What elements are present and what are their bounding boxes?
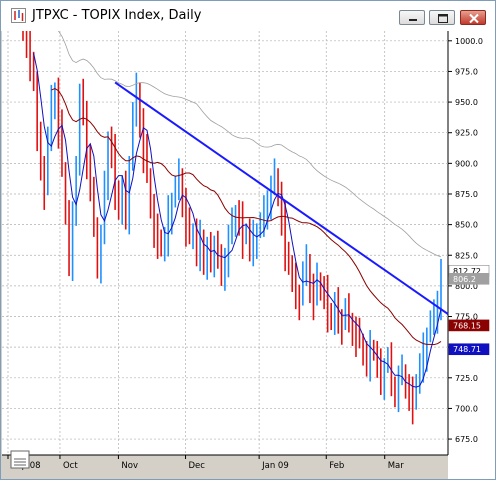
plot-area — [2, 31, 448, 455]
price-label-last: 812.72 — [453, 267, 481, 276]
x-tick-label: Mar — [388, 461, 405, 471]
minimize-icon — [409, 19, 417, 21]
trend-line — [114, 81, 449, 315]
price-badge-sma_mid — [448, 319, 490, 332]
y-tick-label: 850.0 — [455, 221, 478, 230]
sma-mid-line — [51, 88, 442, 346]
grip-icon — [14, 458, 26, 466]
y-tick-label: 925.0 — [455, 129, 478, 138]
price-chart[interactable]: 1000.0 975.0 950.0 925.0 900.0 875.0 850.0 825.… — [1, 31, 495, 479]
y-tick-label: 1000.0 — [455, 37, 483, 46]
y-tick-label: 900.0 — [455, 159, 478, 168]
x-tick-label: Dec — [189, 461, 206, 471]
close-icon — [469, 13, 479, 24]
sma-short-line — [33, 52, 442, 388]
y-tick-label: 800.0 — [455, 282, 478, 291]
y-tick-label: 825.0 — [455, 251, 478, 260]
price-label-sma_short: 748.71 — [453, 345, 481, 354]
chart-marks — [22, 31, 449, 425]
y-tick-label: 700.0 — [455, 404, 478, 413]
title-bar[interactable]: JTPXC - TOPIX Index, Daily — [1, 1, 495, 31]
x-tick-label: Feb — [329, 461, 344, 471]
y-tick-label: 950.0 — [455, 98, 478, 107]
window-title: JTPXC - TOPIX Index, Daily — [32, 8, 202, 23]
sma-long-line — [57, 31, 442, 258]
y-axis-panel — [448, 31, 495, 479]
maximize-icon — [438, 14, 448, 23]
x-tick-label: Jan 09 — [261, 461, 289, 471]
maximize-button[interactable] — [429, 10, 455, 25]
minimize-button[interactable] — [399, 10, 425, 25]
y-tick-label: 775.0 — [455, 313, 478, 322]
price-label-sma_mid: 768.15 — [453, 321, 481, 330]
y-tick-label: 725.0 — [455, 374, 478, 383]
price-label-sma_long: 806.2 — [453, 275, 476, 284]
price-badge-sma_short — [448, 343, 490, 356]
y-tick-label: 875.0 — [455, 190, 478, 199]
y-tick-label: 675.0 — [455, 435, 478, 444]
x-tick-label: Oct — [63, 461, 78, 471]
y-tick-label: 975.0 — [455, 67, 478, 76]
close-button[interactable] — [460, 10, 486, 25]
x-tick-label: Nov — [121, 461, 138, 471]
price-badge-sma_long — [448, 272, 490, 285]
chart-icon — [11, 8, 26, 23]
